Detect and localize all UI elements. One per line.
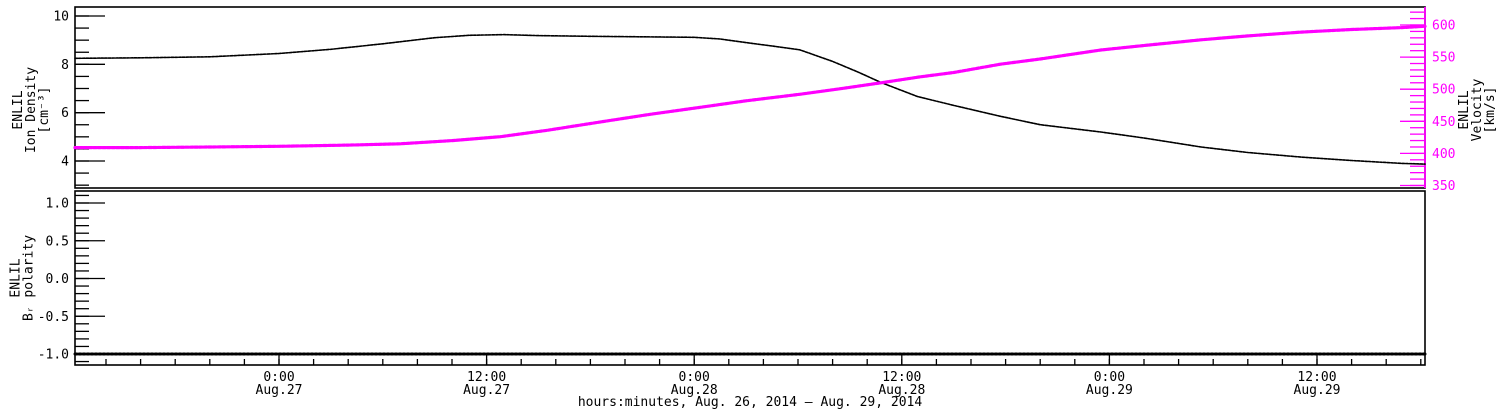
tick-label: 450: [1432, 115, 1455, 130]
date-label: Aug.27: [256, 383, 303, 398]
tick-label: 400: [1432, 147, 1455, 162]
velocity-line: [73, 24, 1427, 150]
tick-label: 8: [61, 58, 69, 73]
tick-label: 4: [61, 155, 69, 170]
x-axis-title: hours:minutes, Aug. 26, 2014 – Aug. 29, …: [578, 395, 923, 410]
tick-label: 0.5: [46, 234, 69, 249]
tick-label: 350: [1432, 179, 1455, 194]
ion-density-line: [74, 33, 1426, 165]
tick-label: 10: [53, 9, 69, 24]
date-label: Aug.28: [671, 383, 718, 398]
time-axis: 0:00Aug.2712:00Aug.270:00Aug.2812:00Aug.…: [105, 353, 1422, 398]
date-label: Aug.27: [463, 383, 510, 398]
ion-density-axis-title-line: Ion Density: [24, 67, 39, 153]
tick-label: 600: [1432, 19, 1455, 34]
velocity-axis-title-line: Velocity: [1470, 79, 1485, 142]
br-polarity-panel-frame: [74, 190, 1426, 366]
ion-density-axis: 4 6 8 10: [53, 9, 105, 186]
data-series: [73, 24, 1427, 356]
br-polarity-axis-title-line: ENLIL: [9, 258, 24, 297]
time-label: 0:00: [263, 370, 294, 385]
ion-density-axis-title-line: [cm⁻³]: [37, 87, 52, 134]
velocity-axis-title-line: ENLIL: [1457, 90, 1472, 129]
date-label: Aug.29: [1086, 383, 1133, 398]
tick-label: -1.0: [38, 348, 69, 363]
br-polarity-axis-title-line: Bᵣ polarity: [22, 235, 37, 321]
velocity-axis-title-line: [km/s]: [1483, 87, 1498, 134]
velocity-underlay-line: [75, 25, 1426, 149]
time-label: 12:00: [467, 370, 506, 385]
tick-label: 500: [1432, 83, 1455, 98]
time-label: 0:00: [1094, 370, 1125, 385]
time-label: 12:00: [1297, 370, 1336, 385]
tick-label: -0.5: [38, 310, 69, 325]
br-polarity-axis: 1.0 0.5 0.0 -0.5 -1.0: [38, 194, 105, 363]
tick-label: 0.0: [46, 272, 69, 287]
tick-label: 550: [1432, 51, 1455, 66]
time-label: 12:00: [882, 370, 921, 385]
density-velocity-panel-frame: [74, 6, 1426, 189]
tick-label: 6: [61, 106, 69, 121]
time-label: 0:00: [679, 370, 710, 385]
ion-density-axis-title-line: ENLIL: [11, 90, 26, 129]
date-label: Aug.28: [878, 383, 925, 398]
tick-label: 1.0: [46, 197, 69, 212]
velocity-axis: 350 400 450 500 550 600: [1400, 7, 1455, 194]
date-label: Aug.29: [1294, 383, 1341, 398]
